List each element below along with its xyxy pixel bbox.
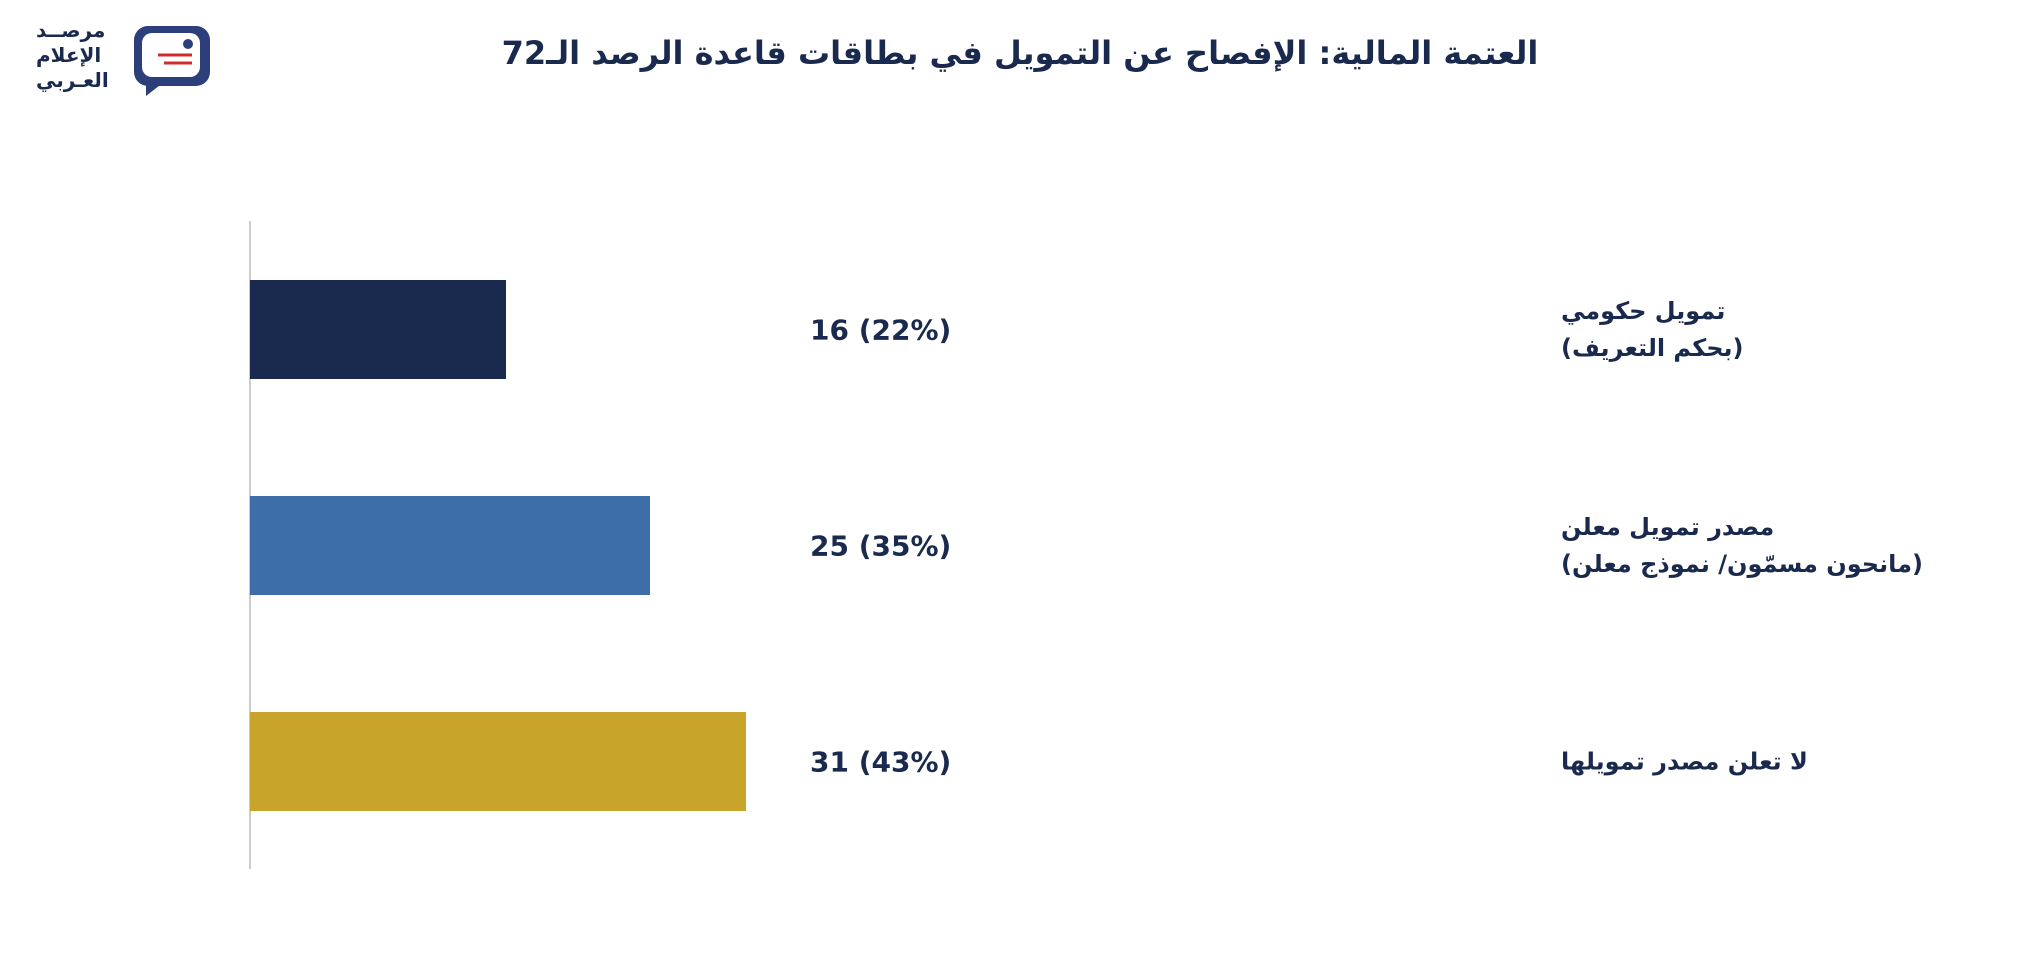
- value-label: 31 (43%): [810, 745, 952, 778]
- logo-text: مرصــد الإعلام العـربي: [36, 18, 109, 92]
- category-label: تمويل حكومي (بحكم التعريف): [1561, 296, 1744, 362]
- value-label: 16 (22%): [810, 313, 952, 346]
- value-label: 25 (35%): [810, 529, 952, 562]
- category-label: مصدر تمويل معلن (مانحون مسمّون/ نموذج مع…: [1561, 512, 1923, 578]
- logo-icon: [134, 26, 210, 96]
- chart-title: العتمة المالية: الإفصاح عن التمويل في بط…: [501, 34, 1539, 72]
- bar: [250, 496, 650, 595]
- bar: [250, 280, 506, 379]
- category-label: لا تعلن مصدر تمويلها: [1561, 747, 1808, 775]
- bar: [250, 712, 746, 811]
